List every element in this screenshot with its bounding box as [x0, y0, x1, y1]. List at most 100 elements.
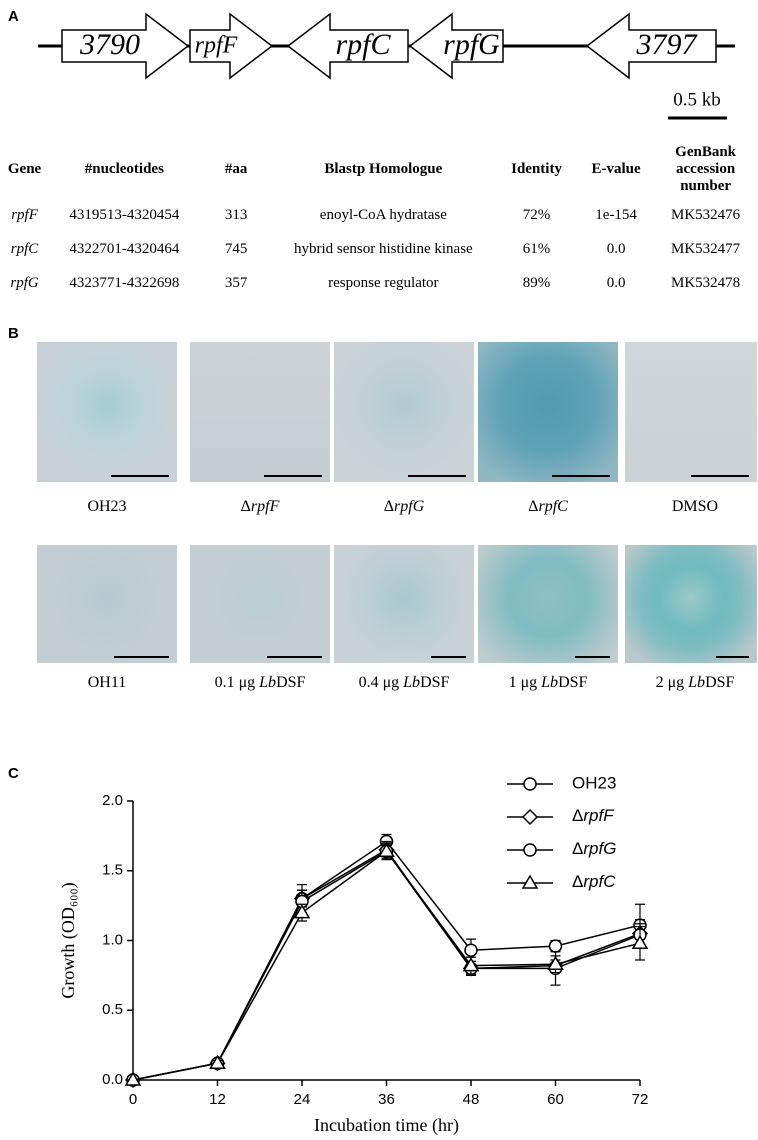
marker — [378, 842, 395, 857]
table-cell: MK532477 — [671, 240, 741, 257]
marker — [521, 808, 539, 826]
gene-arrow — [61, 12, 190, 80]
image-label: ΔrpfF — [180, 498, 340, 516]
column-header: #nucleotides — [84, 160, 164, 177]
x-tick-label: 48 — [463, 1091, 480, 1108]
legend-label: ΔrpfF — [572, 806, 615, 825]
marker — [523, 777, 537, 791]
panel-label: A — [8, 8, 19, 25]
image-scale-bar — [575, 656, 610, 658]
series-line — [132, 850, 641, 1081]
image-label: OH11 — [27, 674, 187, 692]
label-part: Lb — [688, 674, 706, 691]
x-axis-label: Incubation time (hr) — [314, 1115, 459, 1136]
image-scale-bar — [552, 475, 610, 477]
gene-label: rpfC — [335, 28, 391, 61]
table-cell: response regulator — [328, 274, 439, 291]
label-part: Lb — [259, 674, 277, 691]
label-part: Δ — [383, 498, 395, 515]
label-part: OH23 — [87, 498, 127, 515]
column-header: E-value — [591, 160, 641, 177]
table-cell: 745 — [224, 240, 248, 257]
label-part: DSF — [705, 674, 735, 691]
label-part: DSF — [420, 674, 450, 691]
plate-image — [625, 545, 757, 663]
label-part: rpfF — [250, 498, 280, 515]
label-part: 0.4 μg — [358, 674, 404, 691]
label-part: Δ — [240, 498, 251, 515]
table-cell: MK532478 — [671, 274, 741, 291]
y-axis-label: Growth (OD₆₀₀) — [58, 882, 79, 998]
gene-label: 3790 — [79, 28, 140, 61]
marker — [462, 957, 480, 972]
image-label: 0.4 μg LbDSF — [324, 674, 484, 692]
plate-image — [478, 545, 618, 663]
image-label: DMSO — [615, 498, 758, 516]
gene-arrow — [286, 12, 409, 80]
gene-arrow — [585, 12, 717, 80]
table-cell: MK532476 — [671, 206, 741, 223]
image-scale-bar — [716, 656, 749, 658]
column-header: Identity — [511, 160, 562, 177]
gene-label: 3797 — [636, 28, 699, 61]
label-part: 2 μg — [655, 674, 689, 691]
plate-image — [334, 545, 474, 663]
x-tick-label: 36 — [378, 1091, 395, 1108]
table-cell: rpfC — [10, 240, 39, 257]
label-part: OH11 — [87, 674, 127, 691]
label-part: 0.1 μg — [214, 674, 260, 691]
marker — [548, 939, 563, 953]
table-cell: 313 — [224, 206, 248, 223]
table-cell: rpfF — [11, 206, 38, 223]
panel-label: B — [8, 325, 19, 342]
label-part: Lb — [403, 674, 421, 691]
y-tick-label: 2.0 — [102, 792, 123, 809]
marker — [547, 955, 564, 970]
table-cell: 357 — [224, 274, 248, 291]
label-part: 1 μg — [508, 674, 542, 691]
x-tick-label: 0 — [129, 1091, 137, 1108]
image-scale-bar — [408, 475, 466, 477]
table-cell: 4323771-4322698 — [69, 274, 180, 291]
gene-label: rpfG — [443, 28, 500, 61]
label-part: DSF — [558, 674, 588, 691]
y-tick-label: 1.0 — [102, 931, 123, 948]
image-scale-bar — [114, 656, 169, 658]
table-row: rpfC 4322701-4320464 745 hybrid sensor hist… — [0, 232, 758, 266]
image-scale-bar — [267, 656, 322, 658]
x-tick-label: 60 — [547, 1091, 564, 1108]
column-header: #aa — [224, 160, 248, 177]
gene-map: 0.5 kb 3790 rpfF rpfC rpfG 3797 — [38, 12, 735, 120]
gene-label: rpfF — [195, 33, 238, 59]
chart: 0.0 0.5 1.0 1.5 2.0 0 12 24 36 48 60 72 Incubation t… — [58, 773, 649, 1136]
y-tick-label: 0.0 — [102, 1071, 123, 1088]
legend-label: ΔrpfC — [572, 872, 616, 891]
y-tick-label: 1.5 — [102, 862, 123, 879]
table-cell: 4322701-4320464 — [69, 240, 180, 257]
table-cell: 4319513-4320454 — [69, 206, 180, 223]
image-scale-bar — [691, 475, 749, 477]
legend-label: OH23 — [572, 773, 616, 792]
plate-image — [37, 342, 177, 482]
table-cell: 61% — [522, 240, 551, 257]
table-cell: 0.0 — [606, 240, 626, 257]
table-cell: rpfG — [10, 274, 39, 291]
plate-image — [190, 545, 330, 663]
plate-image — [625, 342, 757, 482]
table-cell: 89% — [522, 274, 551, 291]
column-header: Blastp Homologue — [324, 160, 443, 177]
series-line — [132, 840, 641, 1081]
x-tick-label: 72 — [632, 1091, 649, 1108]
scale-label: 0.5 kb — [673, 89, 721, 110]
image-label: 0.1 μg LbDSF — [180, 674, 340, 692]
marker — [293, 904, 311, 919]
label-part: DMSO — [671, 498, 719, 515]
marker — [209, 1054, 226, 1070]
marker — [521, 874, 539, 889]
x-tick-label: 24 — [294, 1091, 311, 1108]
plate-image — [37, 545, 177, 663]
plate-image — [190, 342, 330, 482]
image-label: ΔrpfG — [324, 498, 484, 516]
table-cell: 1e-154 — [595, 206, 637, 223]
